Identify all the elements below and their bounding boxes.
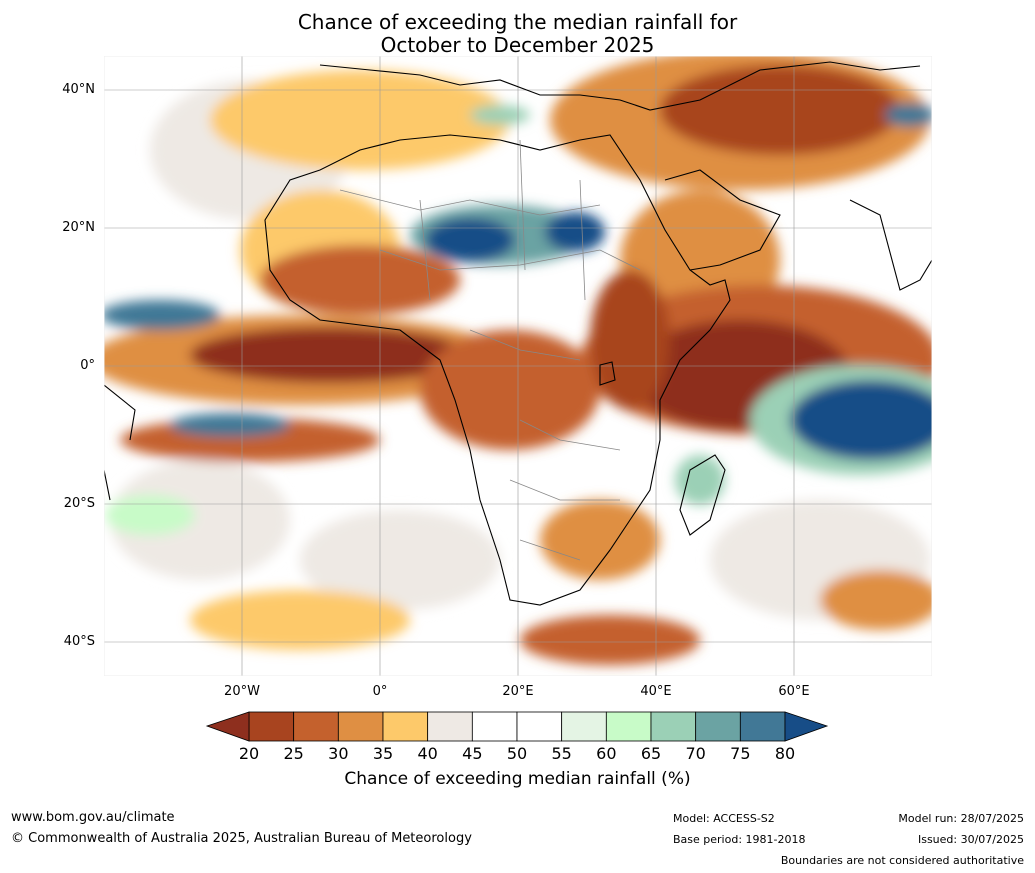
colorbar-cell bbox=[248, 711, 295, 742]
colorbar-cell bbox=[427, 711, 473, 742]
colorbar-tick-label: 45 bbox=[462, 744, 483, 763]
wet-region bbox=[470, 105, 530, 125]
colorbar-cell bbox=[382, 711, 429, 742]
lat-label-40s: 40°S bbox=[63, 634, 95, 649]
model-run-text: Model run: 28/07/2025 bbox=[898, 812, 1024, 825]
dry-region bbox=[820, 570, 932, 630]
dry-region bbox=[540, 500, 660, 580]
website-text: www.bom.gov.au/climate bbox=[11, 810, 175, 825]
colorbar-arrow-high bbox=[784, 711, 829, 742]
dry-region bbox=[590, 270, 670, 410]
map-title-line-1: Chance of exceeding the median rainfall … bbox=[297, 10, 738, 34]
coastlines bbox=[104, 61, 932, 606]
colorbar-arrow-low bbox=[205, 711, 250, 742]
dry-region bbox=[660, 65, 900, 155]
colorbar-cell bbox=[695, 711, 741, 742]
neutral-patch bbox=[110, 460, 290, 580]
colorbar-cell bbox=[650, 711, 697, 742]
colorbar-tick-label: 30 bbox=[328, 744, 349, 763]
lat-label-equator: 0° bbox=[80, 358, 95, 373]
dry-region bbox=[260, 245, 460, 315]
issued-text: Issued: 30/07/2025 bbox=[917, 833, 1024, 846]
lon-label-40e: 40°E bbox=[640, 684, 672, 699]
colorbar-label: Chance of exceeding median rainfall (%) bbox=[344, 769, 691, 789]
lon-label-20w: 20°W bbox=[224, 684, 260, 699]
gridlines bbox=[104, 56, 932, 676]
colorbar-cell bbox=[739, 711, 786, 742]
colorbar-cell bbox=[337, 711, 384, 742]
dry-region bbox=[520, 615, 700, 665]
map-title-line-2: October to December 2025 bbox=[380, 33, 655, 57]
wet-region bbox=[545, 212, 605, 252]
dry-region bbox=[190, 590, 410, 650]
colorbar-tick-label: 20 bbox=[238, 744, 260, 763]
colorbar-tick-label: 65 bbox=[640, 744, 662, 763]
wet-region bbox=[105, 495, 195, 535]
lat-label-20s: 20°S bbox=[63, 496, 95, 511]
wet-region bbox=[790, 380, 932, 460]
colorbar-cell bbox=[516, 711, 563, 742]
model-text: Model: ACCESS-S2 bbox=[673, 812, 775, 825]
lat-label-20n: 20°N bbox=[62, 220, 95, 235]
country-borders bbox=[339, 139, 641, 561]
wet-region bbox=[885, 103, 932, 127]
neutral-patch bbox=[300, 510, 500, 610]
colorbar-tick-label: 40 bbox=[417, 744, 438, 763]
colorbar-tick-label: 25 bbox=[283, 744, 304, 763]
lon-label-20e: 20°E bbox=[502, 684, 534, 699]
copyright-text: © Commonwealth of Australia 2025, Austra… bbox=[11, 831, 472, 846]
wet-region bbox=[104, 300, 220, 330]
wet-region bbox=[675, 455, 725, 505]
colorbar-cell bbox=[293, 711, 339, 742]
colorbar-tick-label: 60 bbox=[596, 744, 617, 763]
colorbar-cell bbox=[605, 711, 652, 742]
rainfall-anomaly-field bbox=[104, 56, 932, 676]
wet-region bbox=[425, 218, 515, 262]
colorbar-tick-label: 55 bbox=[551, 744, 572, 763]
dry-region bbox=[420, 330, 600, 450]
colorbar-tick-label: 80 bbox=[774, 744, 796, 763]
wet-region bbox=[170, 413, 290, 437]
colorbar-cell bbox=[471, 711, 518, 742]
colorbar bbox=[205, 711, 829, 742]
colorbar-tick-label: 75 bbox=[730, 744, 751, 763]
lat-label-40n: 40°N bbox=[62, 82, 95, 97]
colorbar-tick-label: 50 bbox=[506, 744, 528, 763]
dry-region bbox=[190, 327, 470, 383]
colorbar-cell bbox=[561, 711, 607, 742]
disclaimer-text: Boundaries are not considered authoritat… bbox=[780, 854, 1024, 867]
base-period-text: Base period: 1981-2018 bbox=[673, 833, 806, 846]
lon-label-0: 0° bbox=[372, 684, 388, 699]
colorbar-tick-label: 35 bbox=[372, 744, 394, 763]
lon-label-60e: 60°E bbox=[778, 684, 810, 699]
colorbar-tick-label: 70 bbox=[685, 744, 706, 763]
dry-region bbox=[210, 70, 510, 170]
